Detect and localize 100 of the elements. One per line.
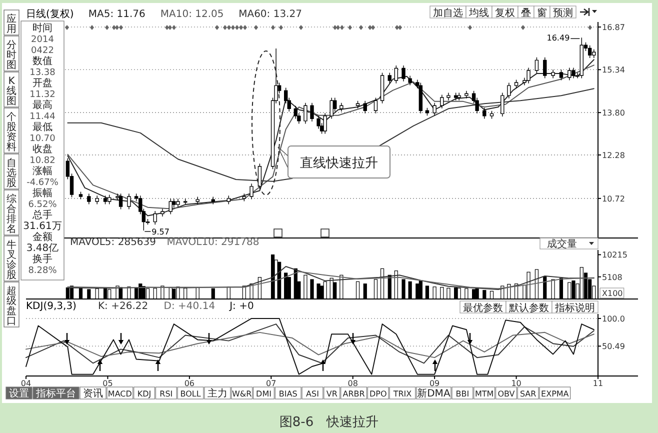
x-tick-label: 06 bbox=[184, 379, 195, 388]
candlestick bbox=[482, 107, 486, 120]
text: 成交量 bbox=[547, 238, 577, 250]
text: TRIX bbox=[392, 390, 412, 398]
y-tick-label: 13.80 bbox=[602, 108, 625, 118]
candlestick bbox=[457, 92, 461, 101]
candlestick bbox=[127, 193, 131, 210]
text: 叠 bbox=[521, 8, 531, 19]
text: 设置 bbox=[9, 388, 29, 400]
text: 应用 bbox=[6, 13, 16, 35]
text: RSI bbox=[160, 390, 173, 398]
candlestick bbox=[226, 195, 230, 205]
candlestick bbox=[78, 191, 83, 200]
candlestick bbox=[534, 57, 539, 74]
candlestick bbox=[374, 97, 378, 114]
text: EXPMA bbox=[541, 390, 570, 398]
y-tick-label: 5108 bbox=[602, 272, 622, 282]
text: W&R bbox=[232, 390, 252, 398]
text: OBV bbox=[498, 390, 516, 398]
candlestick bbox=[340, 102, 344, 112]
text: 均线 bbox=[468, 7, 489, 19]
candlestick bbox=[559, 69, 564, 81]
text: 资讯 bbox=[83, 388, 103, 400]
candlestick bbox=[363, 100, 367, 114]
x-tick-label: 09 bbox=[429, 379, 440, 388]
text: BIAS bbox=[278, 390, 298, 398]
text: 预测 bbox=[553, 7, 573, 19]
text: 分时图 bbox=[6, 39, 16, 71]
annotation: 10.70 bbox=[30, 134, 56, 144]
text: DPO bbox=[369, 390, 387, 398]
text: 复权 bbox=[495, 7, 515, 19]
candlestick bbox=[418, 82, 423, 114]
line-series bbox=[67, 271, 594, 290]
annotation: 金额 bbox=[32, 231, 52, 243]
text: 指标说明 bbox=[554, 302, 595, 314]
candlestick bbox=[543, 57, 547, 79]
x-tick-label: 05 bbox=[102, 379, 113, 388]
candlestick bbox=[183, 198, 188, 205]
text: ASI bbox=[306, 390, 319, 398]
text: MTM bbox=[474, 390, 494, 398]
chart-title: KDJ(9,3,3) bbox=[26, 301, 77, 312]
text: 个股资料 bbox=[6, 111, 16, 153]
caption: 图8-6 快速拉升 bbox=[279, 415, 379, 430]
text: SAR bbox=[520, 390, 537, 398]
text: MAVOL10: 291788 bbox=[166, 237, 260, 248]
text: MA60: 13.27 bbox=[238, 9, 302, 20]
text: 牛叉诊股 bbox=[6, 239, 16, 281]
x-tick-label: 10 bbox=[511, 379, 522, 388]
candlestick bbox=[572, 67, 576, 79]
candlestick bbox=[258, 163, 262, 190]
annotation: 9.57 bbox=[152, 227, 170, 236]
chart-title: 日线(复权) bbox=[26, 8, 74, 20]
annotation: 开盘 bbox=[32, 77, 52, 89]
text: 最优参数 bbox=[463, 302, 503, 314]
candlestick bbox=[440, 94, 444, 109]
candlestick bbox=[514, 79, 518, 89]
text: 综合排名 bbox=[6, 193, 16, 235]
candlestick bbox=[242, 193, 246, 202]
annotation: 涨幅 bbox=[32, 165, 52, 177]
text: D: +40.14 bbox=[164, 301, 216, 312]
annotation: -4.67% bbox=[26, 178, 59, 188]
candlestick bbox=[507, 82, 511, 99]
candlestick bbox=[464, 90, 468, 99]
annotation: 换手 bbox=[32, 253, 52, 265]
candlestick bbox=[304, 102, 308, 124]
candlestick bbox=[446, 92, 450, 101]
candlestick bbox=[103, 195, 108, 205]
annotation: 振幅 bbox=[32, 187, 52, 199]
text: BBI bbox=[456, 390, 470, 398]
y-tick-label: 10215 bbox=[602, 250, 628, 260]
annotation: 13.38 bbox=[30, 68, 56, 78]
candlestick bbox=[310, 102, 314, 122]
text: MA5: 11.76 bbox=[88, 9, 146, 20]
candlestick bbox=[432, 102, 436, 116]
annotation: 3.48亿 bbox=[26, 243, 59, 254]
annotation: 31.61万 bbox=[23, 221, 62, 232]
text: KDJ bbox=[137, 390, 152, 398]
candlestick bbox=[211, 196, 215, 205]
x-tick-label: 11 bbox=[592, 379, 604, 388]
text: 窗 bbox=[537, 7, 547, 19]
candlestick bbox=[176, 198, 180, 208]
candlestick bbox=[168, 198, 172, 215]
candlestick bbox=[526, 67, 530, 84]
annotation: 时间 bbox=[32, 22, 52, 34]
text: DMI bbox=[256, 390, 272, 398]
text: 默认参数 bbox=[508, 302, 549, 314]
text: BOLL bbox=[180, 390, 202, 398]
y-tick-label: 100.0 bbox=[602, 314, 625, 324]
text: MACD bbox=[108, 390, 132, 398]
annotation: 最低 bbox=[32, 122, 52, 133]
candlestick bbox=[454, 92, 458, 101]
text: 指标平台 bbox=[35, 388, 76, 400]
annotation: 11.44 bbox=[30, 112, 56, 122]
text: 主力 bbox=[207, 388, 228, 400]
x-tick-label: 07 bbox=[266, 379, 276, 388]
annotation: 收盘 bbox=[32, 143, 52, 155]
candlestick bbox=[394, 65, 398, 84]
x-tick-label: 08 bbox=[348, 379, 358, 388]
line-series bbox=[26, 332, 594, 358]
text: 加自选 bbox=[433, 7, 463, 19]
